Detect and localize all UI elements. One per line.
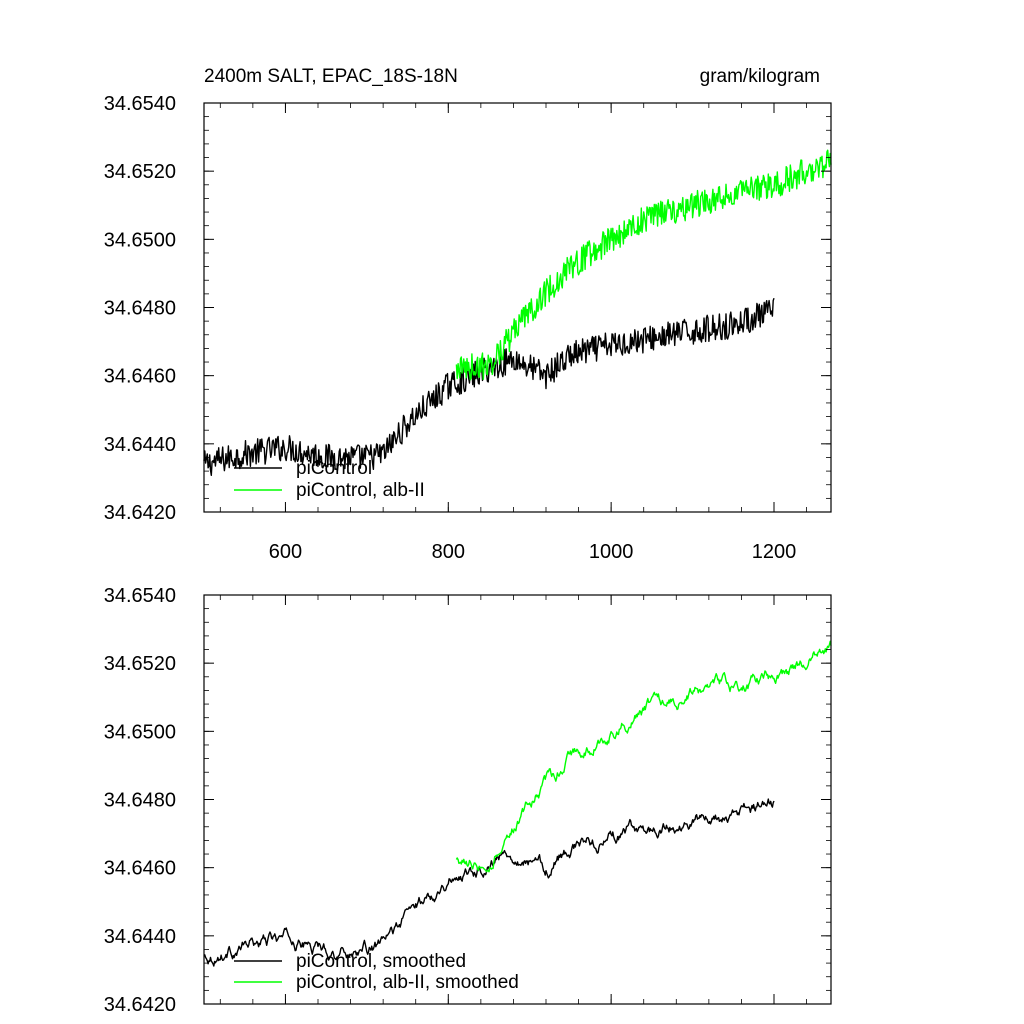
legend-entry: piControl, alb-II [296,480,425,501]
chart-title: 2400m SALT, EPAC_18S-18N [204,66,458,87]
plot-area [203,640,832,967]
y-tick-label: 34.6520 [104,161,176,183]
series-line [455,149,832,381]
y-tick-label: 34.6520 [104,653,176,675]
top-panel: 2400m SALT, EPAC_18S-18N gram/kilogram 3… [104,66,832,563]
y-tick-label: 34.6500 [104,229,176,251]
units-label: gram/kilogram [700,66,820,87]
y-tick-label: 34.6480 [104,790,176,812]
y-tick-label: 34.6500 [104,721,176,743]
series-line [203,798,775,967]
series-line [203,297,775,476]
legend-entry: piControl [296,458,372,479]
y-tick-label: 34.6540 [104,93,176,115]
series-line [455,640,832,873]
y-tick-label: 34.6460 [104,366,176,388]
x-tick-label: 800 [432,541,465,563]
x-tick-label: 1200 [752,541,797,563]
legend: piControl, smoothed piControl, alb-II, s… [234,951,519,993]
y-tick-label: 34.6480 [104,298,176,320]
x-tick-label: 1000 [589,541,634,563]
legend-entry: piControl, smoothed [296,951,466,972]
plot-area [203,149,832,476]
legend-entry: piControl, alb-II, smoothed [296,972,519,993]
legend: piControl piControl, alb-II [234,458,425,501]
y-tick-label: 34.6440 [104,926,176,948]
x-tick-label: 600 [269,541,302,563]
y-tick-label: 34.6540 [104,585,176,607]
y-tick-label: 34.6420 [104,994,176,1016]
plot-frame [203,102,832,513]
y-tick-label: 34.6440 [104,434,176,456]
y-tick-label: 34.6420 [104,502,176,524]
axis-ticks: 34.6420 34.6440 34.6460 34.6480 34.6500 34.65… [104,585,831,1016]
bottom-panel: 34.6420 34.6440 34.6460 34.6480 34.6500 34.65… [104,585,832,1016]
y-tick-label: 34.6460 [104,858,176,880]
axis-ticks: 34.6420 34.6440 34.6460 34.6480 34.6500 34.65… [104,93,831,563]
